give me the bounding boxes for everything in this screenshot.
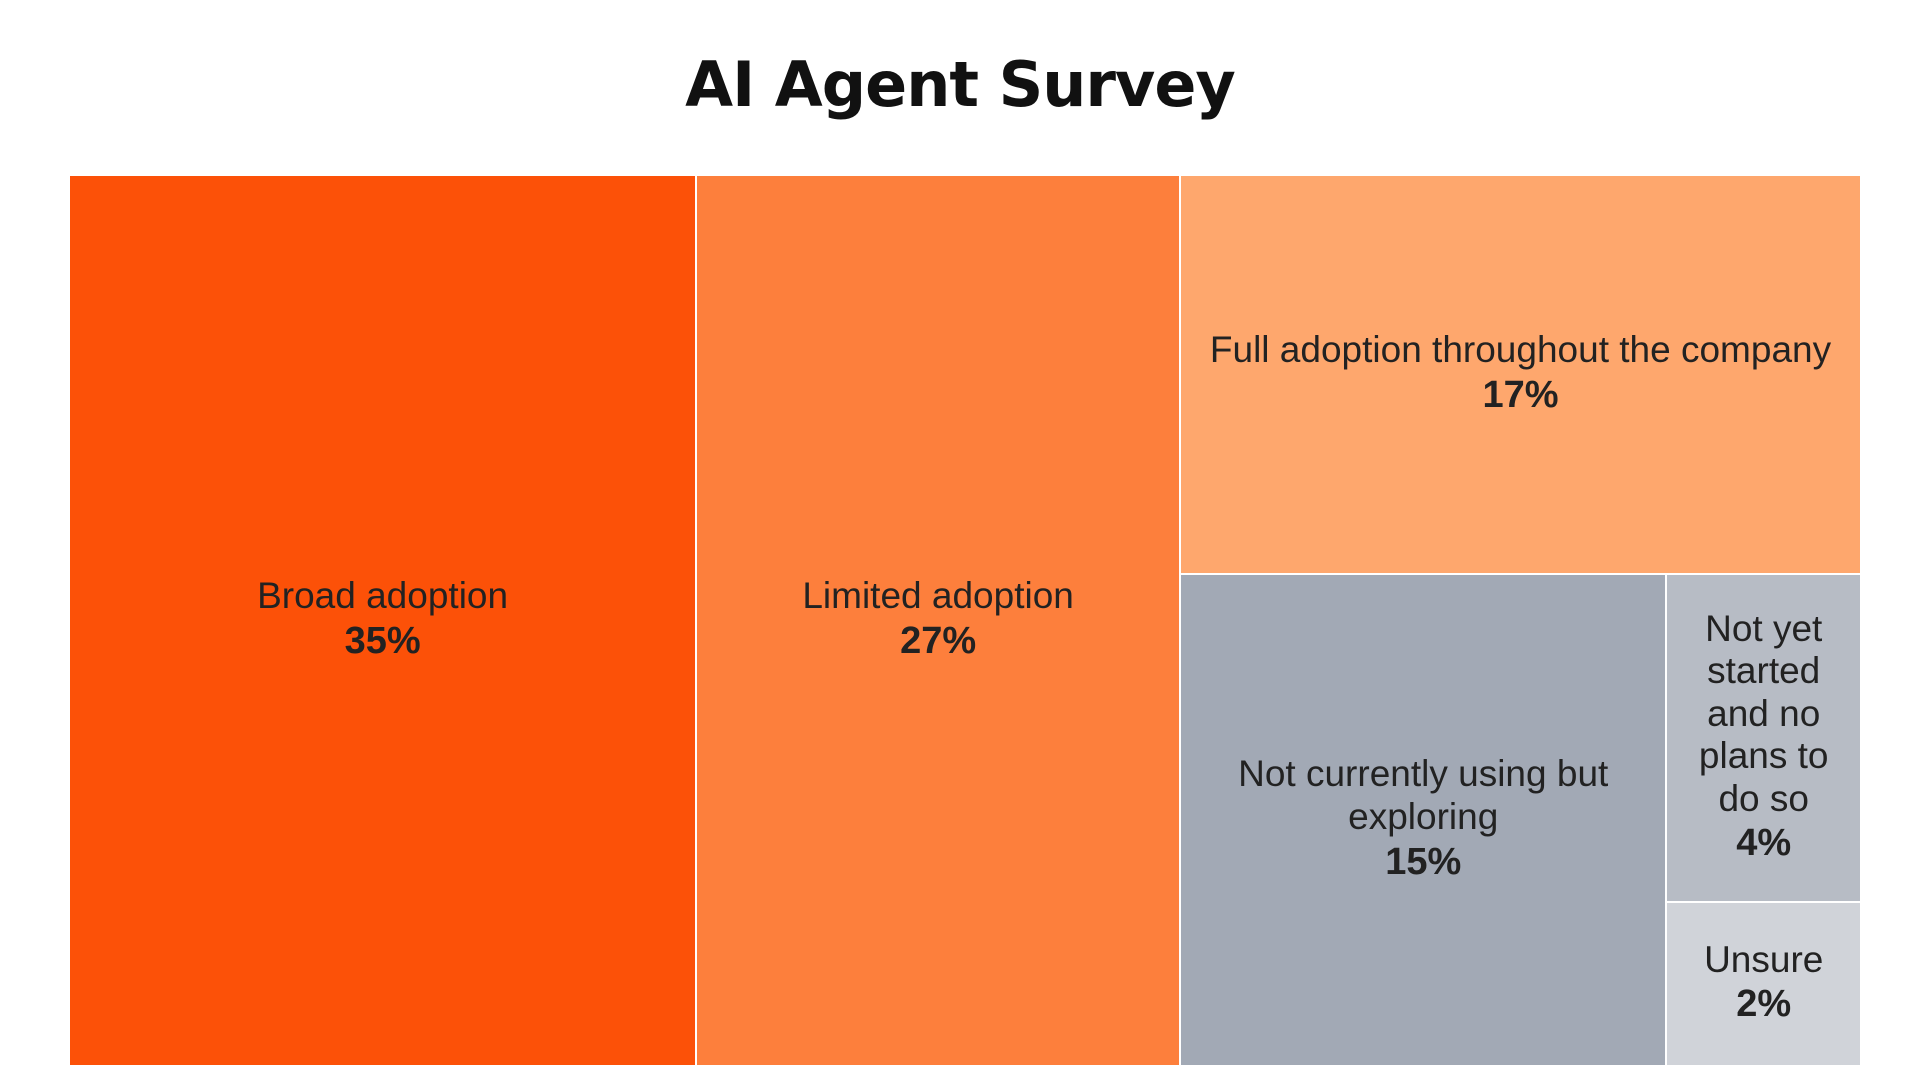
value-label: 15% — [1385, 840, 1462, 883]
cell-label: Full adoption throughout the company — [1209, 329, 1832, 371]
cell-label: Broad adoption — [257, 575, 509, 617]
cell-label: Not yet started and no plans to do so — [1698, 607, 1829, 819]
value-label: 27% — [900, 620, 977, 663]
treemap-cell: Full adoption throughout the company 17% — [1180, 175, 1861, 574]
treemap-cell: Unsure 2% — [1666, 901, 1861, 1066]
treemap-cell: Limited adoption 27% — [696, 175, 1181, 1066]
cell-label: Limited adoption — [802, 575, 1074, 617]
value-label: 2% — [1736, 983, 1792, 1026]
chart-title: AI Agent Survey — [685, 48, 1236, 121]
treemap-cell: Not currently using but exploring 15% — [1180, 573, 1667, 1066]
value-label: 17% — [1482, 373, 1559, 416]
treemap-cell: Not yet started and no plans to do so 4% — [1666, 573, 1861, 902]
treemap-cell: Broad adoption 35% — [69, 175, 697, 1066]
cell-label: Not currently using but exploring — [1238, 753, 1609, 838]
cell-label: Unsure — [1704, 938, 1824, 980]
value-label: 4% — [1736, 822, 1792, 865]
value-label: 35% — [344, 620, 421, 663]
